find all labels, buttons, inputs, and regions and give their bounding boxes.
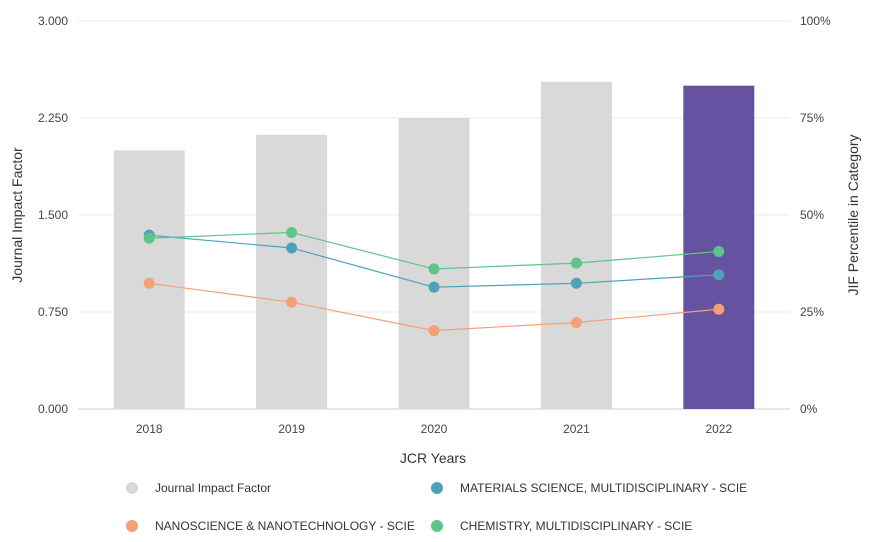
legend-label: MATERIALS SCIENCE, MULTIDISCIPLINARY - S… <box>460 481 747 495</box>
series-point-1-2019[interactable] <box>286 296 298 308</box>
right-tick-label: 50% <box>800 208 824 222</box>
right-tick-label: 25% <box>800 305 824 319</box>
series-point-0-2020[interactable] <box>428 281 440 293</box>
legend: Journal Impact Factor MATERIALS SCIENCE, … <box>126 481 747 533</box>
left-tick-label: 3.000 <box>38 14 68 28</box>
series-point-1-2020[interactable] <box>428 325 440 337</box>
series-point-2-2018[interactable] <box>143 232 155 244</box>
left-tick-label: 2.250 <box>38 111 68 125</box>
series-point-2-2020[interactable] <box>428 263 440 275</box>
bar-2021[interactable] <box>540 81 612 409</box>
bar-2019[interactable] <box>256 134 328 409</box>
right-axis-ticks: 0% 25% 50% 75% 100% <box>800 14 831 416</box>
left-axis-ticks: 0.000 0.750 1.500 2.250 3.000 <box>38 14 68 416</box>
series-point-1-2021[interactable] <box>570 316 582 328</box>
series-point-0-2019[interactable] <box>286 242 298 254</box>
x-tick-label: 2019 <box>278 422 305 436</box>
x-axis-title: JCR Years <box>400 450 466 466</box>
series-point-1-2018[interactable] <box>143 277 155 289</box>
series-point-1-2022[interactable] <box>713 303 725 315</box>
legend-marker <box>126 520 138 532</box>
legend-item[interactable]: Journal Impact Factor <box>126 481 271 495</box>
series-point-0-2022[interactable] <box>713 269 725 281</box>
right-tick-label: 100% <box>800 14 831 28</box>
legend-marker <box>126 482 138 494</box>
x-tick-label: 2018 <box>136 422 163 436</box>
x-tick-label: 2020 <box>421 422 448 436</box>
series-point-0-2021[interactable] <box>570 277 582 289</box>
legend-item[interactable]: NANOSCIENCE & NANOTECHNOLOGY - SCIE <box>126 519 415 533</box>
bars <box>113 81 755 410</box>
x-tick-label: 2022 <box>705 422 732 436</box>
series-point-2-2021[interactable] <box>570 257 582 269</box>
left-axis-title: Journal Impact Factor <box>9 147 25 283</box>
legend-label: NANOSCIENCE & NANOTECHNOLOGY - SCIE <box>155 519 415 533</box>
legend-marker <box>431 520 443 532</box>
legend-item[interactable]: MATERIALS SCIENCE, MULTIDISCIPLINARY - S… <box>431 481 747 495</box>
series-points <box>143 226 725 337</box>
legend-item[interactable]: CHEMISTRY, MULTIDISCIPLINARY - SCIE <box>431 519 692 533</box>
right-tick-label: 0% <box>800 402 818 416</box>
legend-label: Journal Impact Factor <box>155 481 271 495</box>
legend-label: CHEMISTRY, MULTIDISCIPLINARY - SCIE <box>460 519 692 533</box>
series-point-2-2019[interactable] <box>286 226 298 238</box>
left-tick-label: 1.500 <box>38 208 68 222</box>
left-tick-label: 0.000 <box>38 402 68 416</box>
series-point-2-2022[interactable] <box>713 245 725 257</box>
legend-marker <box>431 482 443 494</box>
x-tick-label: 2021 <box>563 422 590 436</box>
left-tick-label: 0.750 <box>38 305 68 319</box>
x-axis-ticks: 2018 2019 2020 2021 2022 <box>136 422 733 436</box>
right-tick-label: 75% <box>800 111 824 125</box>
right-axis-title: JIF Percentile in Category <box>845 134 861 295</box>
